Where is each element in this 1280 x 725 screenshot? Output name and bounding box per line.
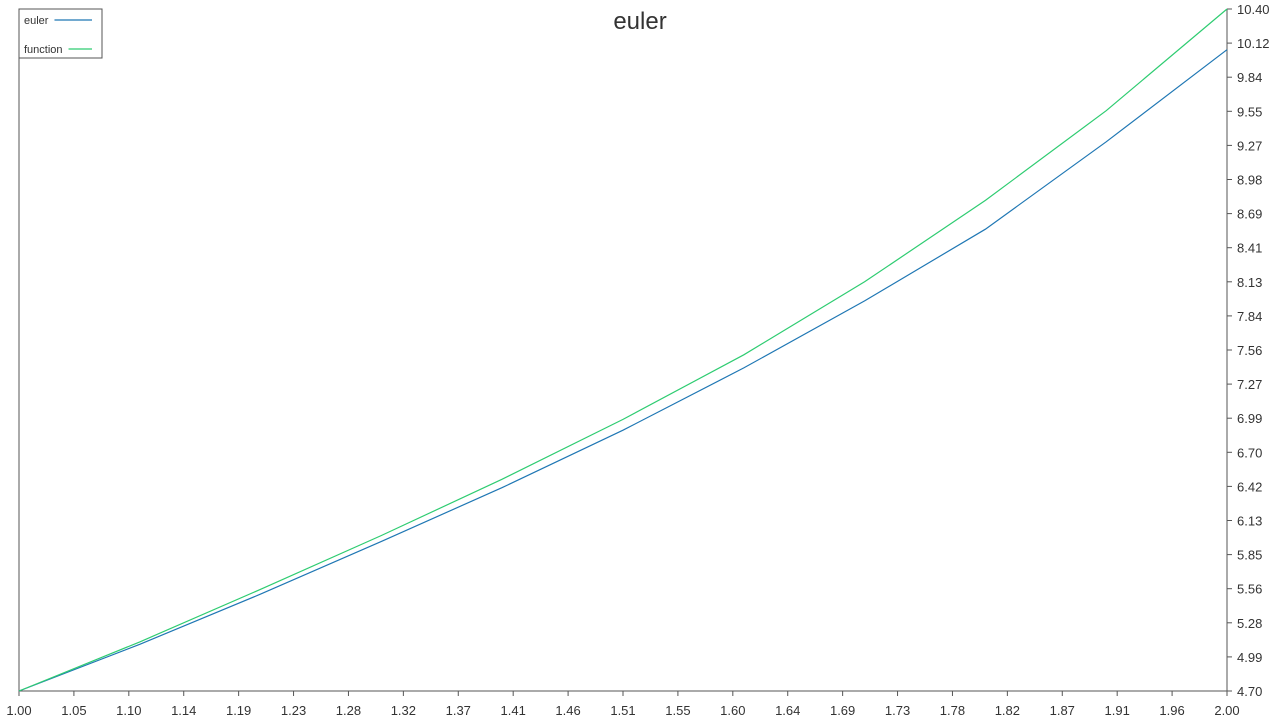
- y-tick-label: 6.13: [1237, 514, 1262, 529]
- x-tick-label: 2.00: [1214, 703, 1239, 718]
- series-line-euler: [18, 49, 1228, 692]
- series-line-function: [18, 8, 1228, 692]
- x-tick-label: 1.91: [1105, 703, 1130, 718]
- x-tick-label: 1.37: [446, 703, 471, 718]
- y-tick-label: 7.56: [1237, 343, 1262, 358]
- legend-label-function: function: [24, 44, 63, 56]
- legend-label-euler: euler: [24, 15, 49, 27]
- y-tick-label: 4.70: [1237, 684, 1262, 699]
- y-tick-label: 5.85: [1237, 548, 1262, 563]
- x-tick-label: 1.28: [336, 703, 361, 718]
- x-tick-label: 1.64: [775, 703, 800, 718]
- y-tick-label: 6.42: [1237, 479, 1262, 494]
- y-tick-label: 8.13: [1237, 275, 1262, 290]
- y-tick-label: 8.41: [1237, 241, 1262, 256]
- x-tick-label: 1.82: [995, 703, 1020, 718]
- x-tick-label: 1.55: [665, 703, 690, 718]
- y-tick-label: 7.84: [1237, 309, 1262, 324]
- y-tick-label: 7.27: [1237, 377, 1262, 392]
- y-tick-label: 5.28: [1237, 616, 1262, 631]
- x-tick-label: 1.78: [940, 703, 965, 718]
- x-tick-label: 1.19: [226, 703, 251, 718]
- chart-title: euler: [613, 8, 666, 35]
- axes: 1.00 1.05 1.10 1.14 1.19 1.23 1.28 1.32 1.37 1.41…: [6, 2, 1269, 718]
- x-tick-label: 1.14: [171, 703, 196, 718]
- x-tick-label: 1.69: [830, 703, 855, 718]
- y-tick-label: 9.55: [1237, 104, 1262, 119]
- x-tick-label: 1.32: [391, 703, 416, 718]
- y-tick-label: 9.84: [1237, 70, 1262, 85]
- x-tick-label: 1.51: [610, 703, 635, 718]
- x-tick-label: 1.41: [501, 703, 526, 718]
- y-tick-label: 9.27: [1237, 138, 1262, 153]
- y-tick-label: 10.12: [1237, 36, 1270, 51]
- series-layer: [18, 8, 1228, 692]
- y-tick-label: 6.99: [1237, 411, 1262, 426]
- x-tick-label: 1.00: [6, 703, 31, 718]
- y-tick-label: 4.99: [1237, 650, 1262, 665]
- legend-box: [18, 8, 103, 59]
- x-tick-label: 1.87: [1050, 703, 1075, 718]
- x-tick-label: 1.10: [116, 703, 141, 718]
- y-tick-label: 8.98: [1237, 173, 1262, 188]
- x-tick-label: 1.05: [61, 703, 86, 718]
- x-tick-label: 1.73: [885, 703, 910, 718]
- x-tick-label: 1.60: [720, 703, 745, 718]
- legend: euler function: [18, 8, 103, 59]
- x-tick-label: 1.96: [1159, 703, 1184, 718]
- x-tick-label: 1.23: [281, 703, 306, 718]
- y-tick-label: 10.40: [1237, 2, 1270, 17]
- y-tick-label: 6.70: [1237, 445, 1262, 460]
- x-tick-label: 1.46: [555, 703, 580, 718]
- y-tick-label: 8.69: [1237, 207, 1262, 222]
- y-tick-label: 5.56: [1237, 582, 1262, 597]
